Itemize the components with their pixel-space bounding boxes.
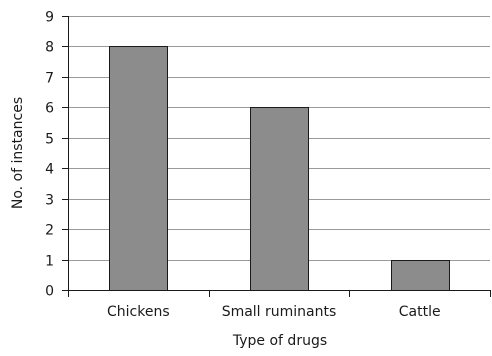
y-tick-label: 4 [45, 162, 54, 178]
labels-layer: 0 1 2 3 4 5 6 7 8 9 Chickens Small ruminants Cattle [45, 10, 441, 321]
y-tick-label: 9 [45, 10, 54, 26]
bars-layer [109, 46, 450, 291]
y-tick-label: 7 [45, 71, 54, 87]
x-tick-label: Small ruminants [222, 304, 337, 320]
y-tick-label: 1 [45, 254, 54, 270]
x-axis-title: Type of drugs [232, 333, 327, 349]
y-tick-label: 5 [45, 132, 54, 148]
x-tick-label: Cattle [399, 304, 441, 320]
y-tick-label: 3 [45, 193, 54, 209]
x-tick-label: Chickens [107, 304, 170, 320]
axes-layer [62, 16, 491, 297]
bar-chickens [109, 46, 168, 291]
y-tick-label: 6 [45, 101, 54, 117]
bar-small-ruminants [250, 107, 309, 291]
y-tick-label: 8 [45, 40, 54, 56]
bar-cattle [391, 260, 450, 291]
y-tick-label: 2 [45, 223, 54, 239]
y-axis-title: No. of instances [10, 97, 26, 209]
y-tick-label: 0 [45, 284, 54, 300]
